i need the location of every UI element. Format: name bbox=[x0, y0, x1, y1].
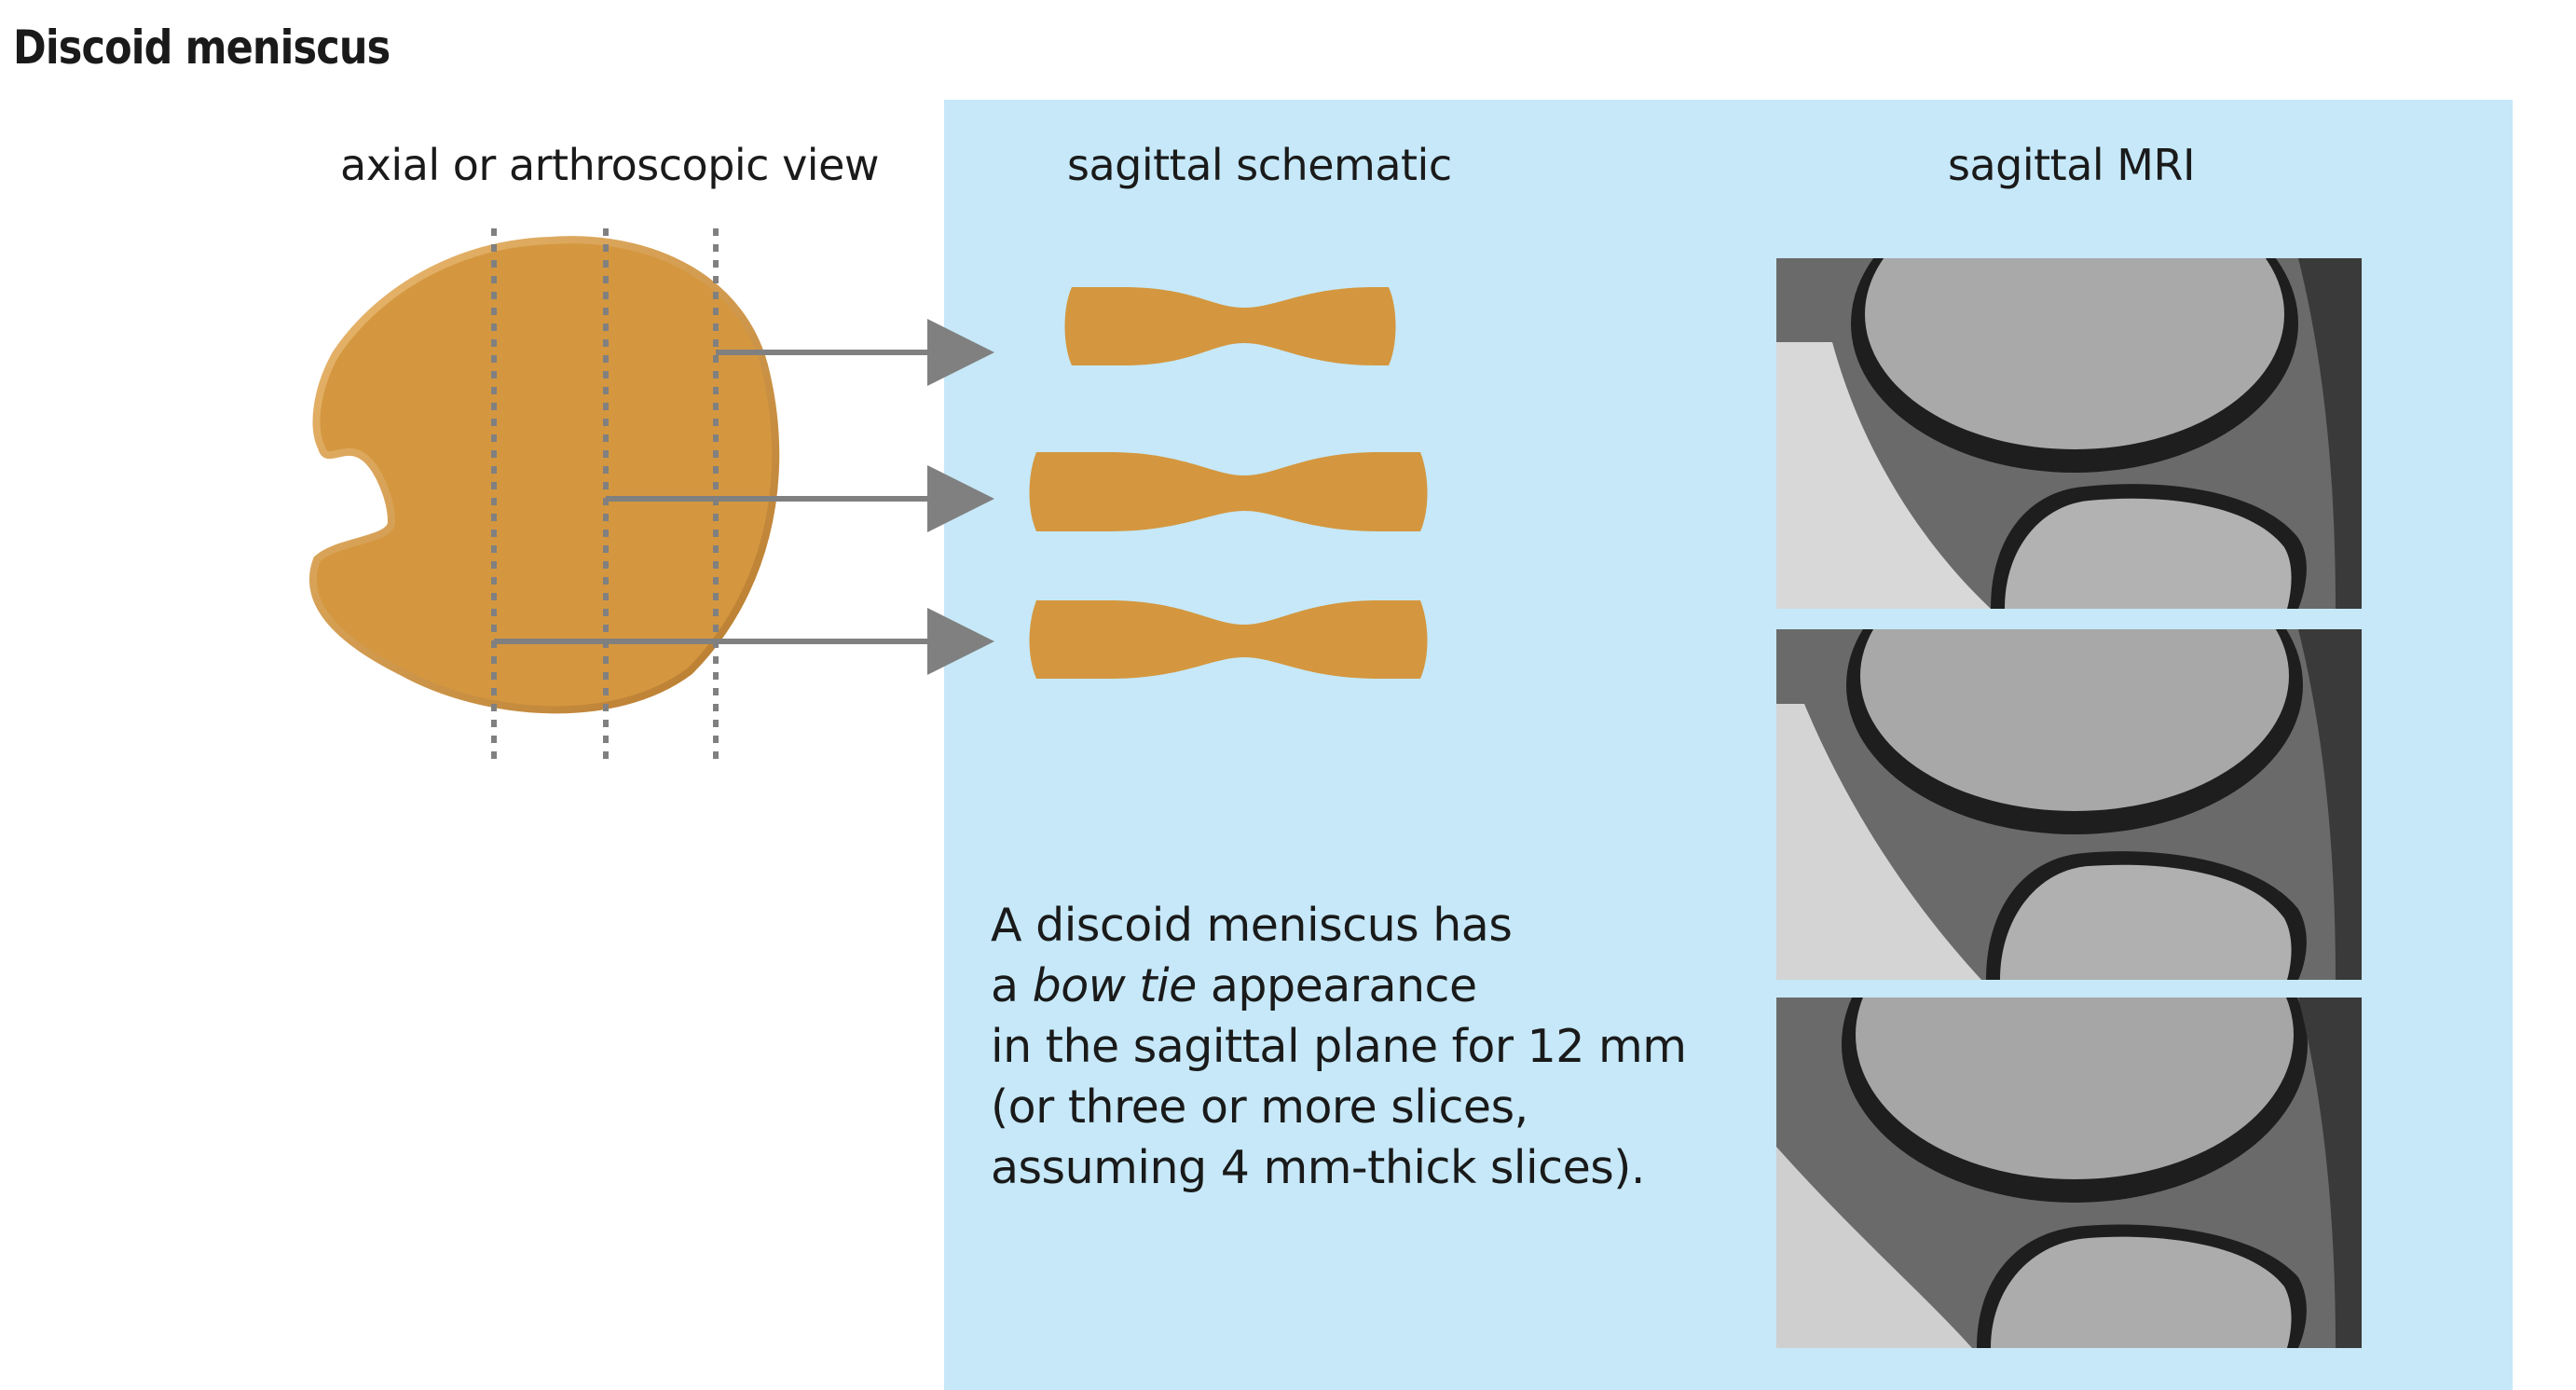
sagittal-schematic-label: sagittal schematic bbox=[1067, 140, 1452, 190]
description-text: A discoid meniscus has a bow tie appeara… bbox=[991, 895, 1829, 1198]
mri-image-2 bbox=[1776, 629, 2362, 980]
discoid-meniscus-shape bbox=[309, 236, 780, 714]
description-line-3: in the sagittal plane for 12 mm bbox=[991, 1020, 1687, 1073]
bow-tie-3 bbox=[1029, 600, 1428, 679]
description-line-2: a bow tie appearance bbox=[991, 956, 1829, 1016]
bow-tie-schematics bbox=[1029, 287, 1428, 679]
bow-tie-1 bbox=[1064, 287, 1396, 365]
figure-title: Discoid meniscus bbox=[13, 21, 391, 75]
sagittal-mri-label: sagittal MRI bbox=[1948, 140, 2196, 190]
axial-meniscus-diagram bbox=[309, 228, 994, 760]
description-line-1: A discoid meniscus has bbox=[991, 899, 1513, 952]
description-line-4: (or three or more slices, bbox=[991, 1080, 1528, 1134]
axial-view-label: axial or arthroscopic view bbox=[340, 140, 880, 190]
bow-tie-emphasis: bow tie bbox=[1032, 959, 1198, 1012]
description-line-2-pre: a bbox=[991, 959, 1033, 1012]
bow-tie-2 bbox=[1029, 452, 1428, 531]
description-line-5: assuming 4 mm-thick slices). bbox=[991, 1141, 1645, 1194]
mri-image-3 bbox=[1776, 998, 2362, 1348]
mri-image-1 bbox=[1776, 258, 2362, 609]
description-line-2-post: appearance bbox=[1196, 959, 1477, 1012]
